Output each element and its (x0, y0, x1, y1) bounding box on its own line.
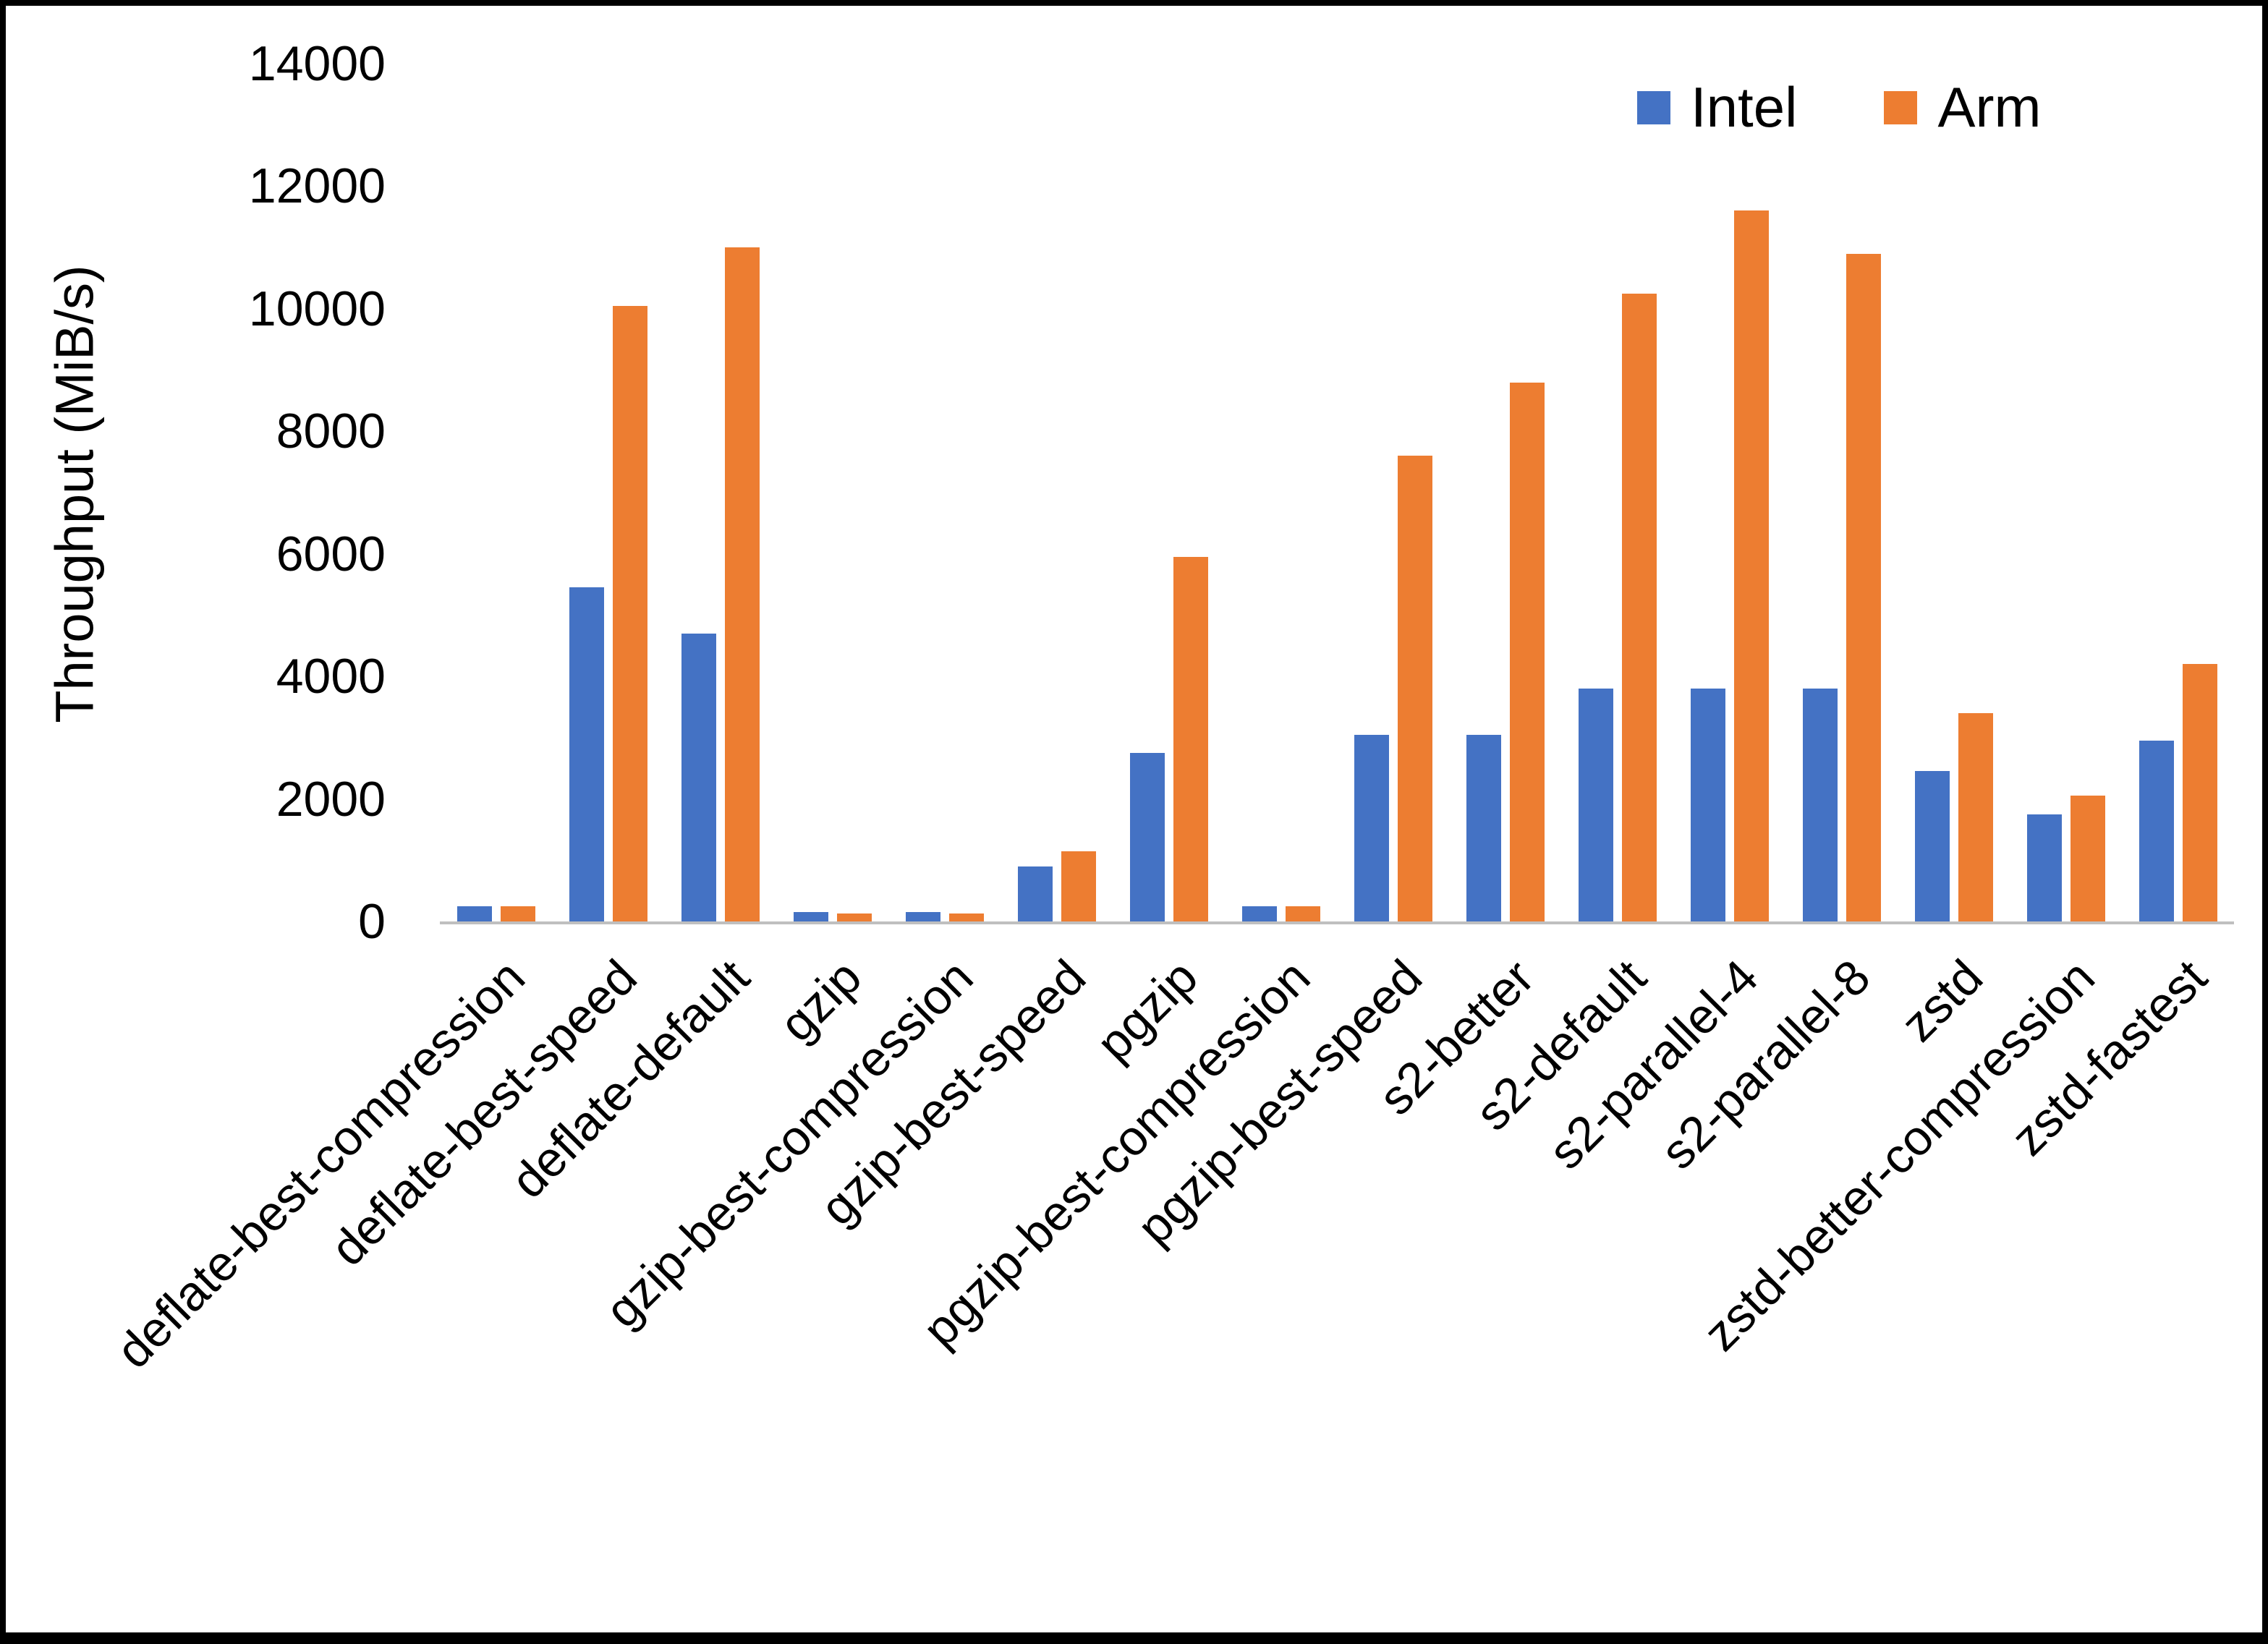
bar-arm-gzip (836, 913, 872, 921)
bar-arm-pgzip-best-compression (1285, 906, 1320, 921)
bar-arm-deflate-default (724, 247, 760, 921)
bar-arm-deflate-best-speed (612, 305, 647, 921)
y-tick-label: 0 (358, 894, 386, 949)
bar-intel-zstd-fastest (2139, 741, 2174, 921)
bar-intel-deflate-default (681, 633, 716, 921)
bar-arm-s2-default (1621, 293, 1657, 921)
bar-arm-deflate-best-compression (500, 906, 535, 921)
legend-swatch-arm (1884, 90, 1918, 124)
bar-intel-s2-better (1466, 734, 1501, 921)
y-tick-label: 2000 (276, 771, 386, 827)
y-tick-label: 6000 (276, 526, 386, 582)
x-axis-labels: deflate-best-compression deflate-best-spe… (106, 939, 2234, 1626)
bar-intel-s2-parallel-4 (1690, 689, 1725, 921)
bar-arm-gzip-best-speed (1061, 851, 1096, 921)
bar-intel-zstd-better-compression (2026, 814, 2062, 921)
legend-label-arm: Arm (1937, 75, 2042, 139)
y-axis-ticks: 0 2000 4000 6000 8000 10000 12000 14000 (6, 36, 407, 949)
y-tick-label: 4000 (276, 649, 386, 704)
y-tick-label: 8000 (276, 404, 386, 459)
bar-intel-s2-default (1578, 689, 1613, 921)
bar-intel-deflate-best-compression (456, 906, 492, 921)
bar-arm-zstd (1958, 712, 1993, 921)
bar-arm-s2-parallel-8 (1846, 253, 1881, 921)
bar-intel-gzip (793, 912, 828, 921)
bar-arm-gzip-best-compression (948, 913, 984, 921)
bar-intel-s2-parallel-8 (1802, 689, 1838, 921)
bar-intel-gzip-best-compression (905, 912, 940, 921)
bar-arm-zstd-better-compression (2070, 796, 2105, 921)
bar-intel-pgzip (1129, 753, 1165, 921)
bar-intel-deflate-best-speed (569, 587, 604, 921)
legend-entry-arm: Arm (1884, 74, 2041, 140)
legend: Intel Arm (1637, 74, 2041, 140)
legend-label-intel: Intel (1691, 75, 1798, 139)
bar-arm-pgzip-best-speed (1397, 456, 1432, 921)
bar-intel-gzip-best-speed (1017, 866, 1053, 921)
y-tick-label: 10000 (248, 281, 386, 336)
bar-arm-s2-better (1509, 382, 1545, 921)
bar-intel-pgzip-best-speed (1354, 734, 1389, 921)
bar-intel-pgzip-best-compression (1241, 906, 1277, 921)
y-tick-label: 12000 (248, 158, 386, 214)
bar-arm-zstd-fastest (2182, 664, 2217, 921)
y-tick-label: 14000 (248, 36, 386, 91)
bar-arm-s2-parallel-4 (1733, 210, 1769, 921)
legend-swatch-intel (1637, 90, 1670, 124)
bar-intel-zstd (1914, 771, 1950, 921)
plot-area (440, 64, 2234, 924)
legend-entry-intel: Intel (1637, 74, 1797, 140)
bar-arm-pgzip (1173, 556, 1208, 921)
